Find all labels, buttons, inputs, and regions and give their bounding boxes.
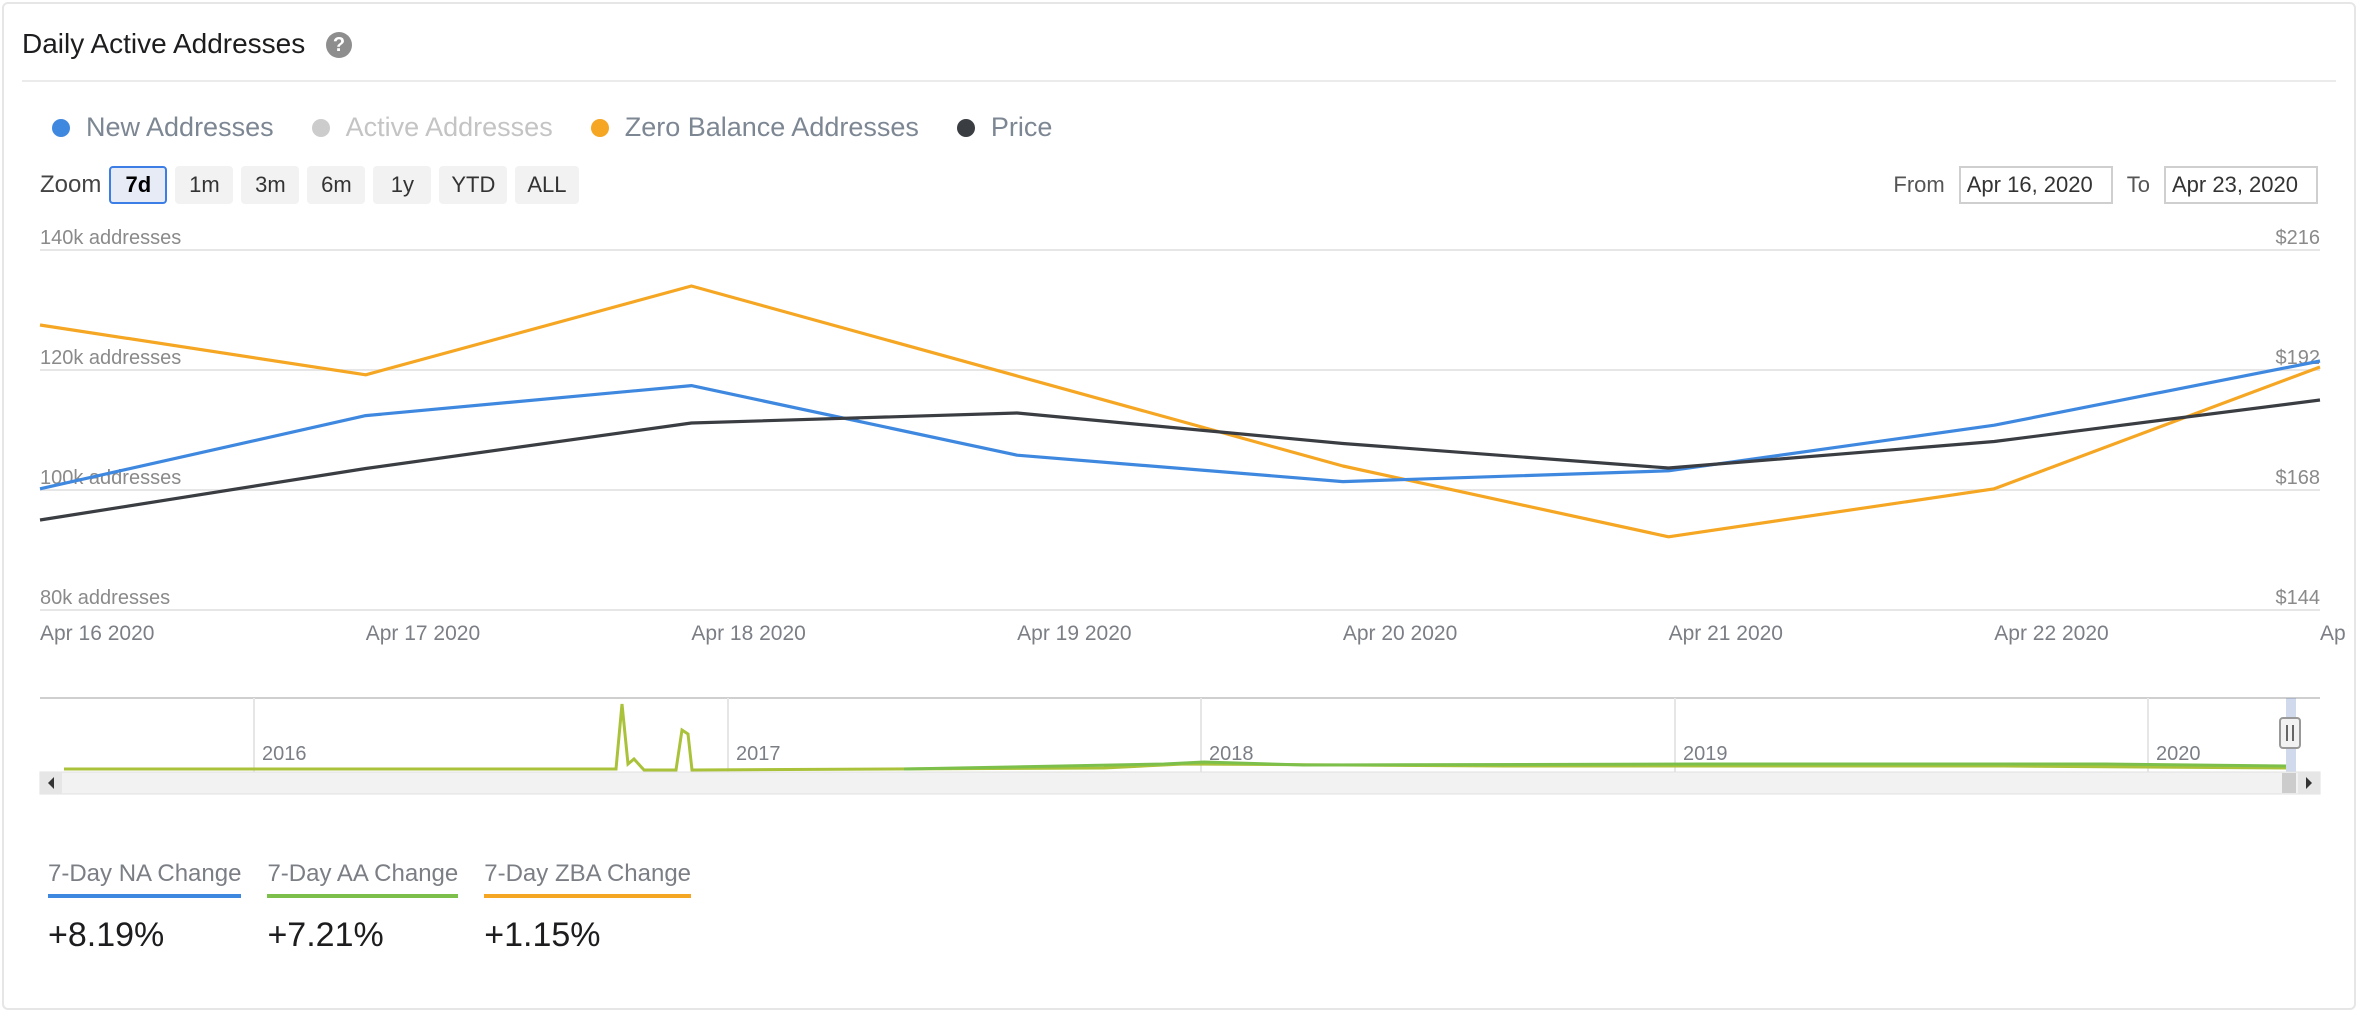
legend-label: Zero Balance Addresses bbox=[624, 112, 919, 142]
zoom-1m-button[interactable]: 1m bbox=[175, 166, 234, 204]
page-title: Daily Active Addresses bbox=[22, 28, 306, 59]
y-right-tick-label: $144 bbox=[2276, 587, 2321, 609]
navigator-year-label: 2017 bbox=[736, 743, 781, 765]
legend-item-new-addresses[interactable]: New Addresses bbox=[52, 112, 274, 143]
stat-zba-change: 7-Day ZBA Change +1.15% bbox=[484, 860, 692, 955]
legend-item-active-addresses[interactable]: Active Addresses bbox=[311, 112, 553, 143]
navigator-year-label: 2020 bbox=[2156, 743, 2201, 765]
x-tick-label: Apr 20 2020 bbox=[1343, 622, 1457, 645]
zoom-ytd-button[interactable]: YTD bbox=[439, 166, 508, 204]
x-tick-label: Ap bbox=[2320, 622, 2346, 645]
from-label: From bbox=[1893, 172, 1945, 197]
navigator-year-label: 2016 bbox=[262, 743, 307, 765]
zoom-controls: Zoom 7d 1m 3m 6m 1y YTD ALL bbox=[40, 166, 587, 204]
stat-label: 7-Day ZBA Change bbox=[484, 860, 692, 898]
stat-aa-change: 7-Day AA Change +7.21% bbox=[267, 860, 459, 955]
y-right-tick-label: $168 bbox=[2276, 467, 2321, 489]
navigator-year-label: 2018 bbox=[1209, 743, 1254, 765]
to-date-input[interactable] bbox=[2164, 166, 2318, 204]
x-tick-label: Apr 19 2020 bbox=[1017, 622, 1131, 645]
date-range-selector: From To bbox=[1879, 166, 2318, 204]
zoom-6m-button[interactable]: 6m bbox=[307, 166, 366, 204]
zoom-all-button[interactable]: ALL bbox=[515, 166, 579, 204]
header-divider bbox=[22, 80, 2336, 82]
zoom-1y-button[interactable]: 1y bbox=[373, 166, 432, 204]
x-tick-label: Apr 16 2020 bbox=[40, 622, 154, 645]
x-tick-label: Apr 18 2020 bbox=[691, 622, 805, 645]
y-left-tick-label: 80k addresses bbox=[40, 587, 170, 609]
legend-label: Active Addresses bbox=[345, 112, 553, 142]
legend-item-price[interactable]: Price bbox=[956, 112, 1053, 143]
y-left-tick-label: 100k addresses bbox=[40, 467, 181, 489]
legend-dot-icon bbox=[956, 118, 975, 137]
series-line-zero-balance-addresses bbox=[39, 284, 2321, 539]
navigator-series-line bbox=[64, 703, 2287, 772]
y-right-tick-label: $216 bbox=[2276, 227, 2321, 249]
question-circle-icon[interactable]: ? bbox=[326, 32, 352, 58]
zoom-label: Zoom bbox=[40, 171, 102, 198]
navigator-series-line bbox=[903, 760, 2287, 771]
stat-value: +7.21% bbox=[267, 916, 384, 954]
zoom-7d-button[interactable]: 7d bbox=[109, 166, 168, 204]
navigator-scrollbar-track[interactable] bbox=[39, 771, 2321, 795]
legend-label: Price bbox=[990, 112, 1053, 142]
range-navigator[interactable]: 2016 2017 2018 2019 2020 bbox=[4, 694, 2354, 798]
chart-legend: New Addresses Active Addresses Zero Bala… bbox=[52, 112, 1052, 143]
stat-label: 7-Day AA Change bbox=[267, 860, 459, 898]
zoom-3m-button[interactable]: 3m bbox=[241, 166, 300, 204]
stat-label: 7-Day NA Change bbox=[48, 860, 242, 898]
change-stats: 7-Day NA Change +8.19% 7-Day AA Change +… bbox=[48, 860, 692, 955]
chevron-left-icon[interactable] bbox=[48, 777, 54, 789]
legend-dot-icon bbox=[52, 118, 70, 137]
navigator-handle[interactable] bbox=[2279, 717, 2301, 749]
chevron-right-icon[interactable] bbox=[2306, 777, 2312, 789]
stat-value: +8.19% bbox=[48, 916, 165, 954]
navigator-scrollbar-thumb[interactable] bbox=[2282, 773, 2296, 793]
legend-dot-icon bbox=[311, 118, 330, 137]
x-tick-label: Apr 21 2020 bbox=[1669, 622, 1783, 645]
x-tick-label: Apr 17 2020 bbox=[366, 622, 480, 645]
to-label: To bbox=[2126, 172, 2150, 197]
x-tick-label: Apr 22 2020 bbox=[1994, 622, 2108, 645]
navigator-year-label: 2019 bbox=[1683, 743, 1728, 765]
legend-item-zero-balance-addresses[interactable]: Zero Balance Addresses bbox=[590, 112, 919, 143]
series-line-new-addresses bbox=[39, 359, 2321, 491]
stat-na-change: 7-Day NA Change +8.19% bbox=[48, 860, 242, 955]
legend-label: New Addresses bbox=[86, 112, 274, 142]
y-left-tick-label: 120k addresses bbox=[40, 347, 181, 369]
from-date-input[interactable] bbox=[1958, 166, 2113, 204]
legend-dot-icon bbox=[590, 118, 609, 137]
y-left-tick-label: 140k addresses bbox=[40, 227, 181, 249]
series-line-price bbox=[39, 398, 2321, 522]
stat-value: +1.15% bbox=[484, 916, 601, 954]
